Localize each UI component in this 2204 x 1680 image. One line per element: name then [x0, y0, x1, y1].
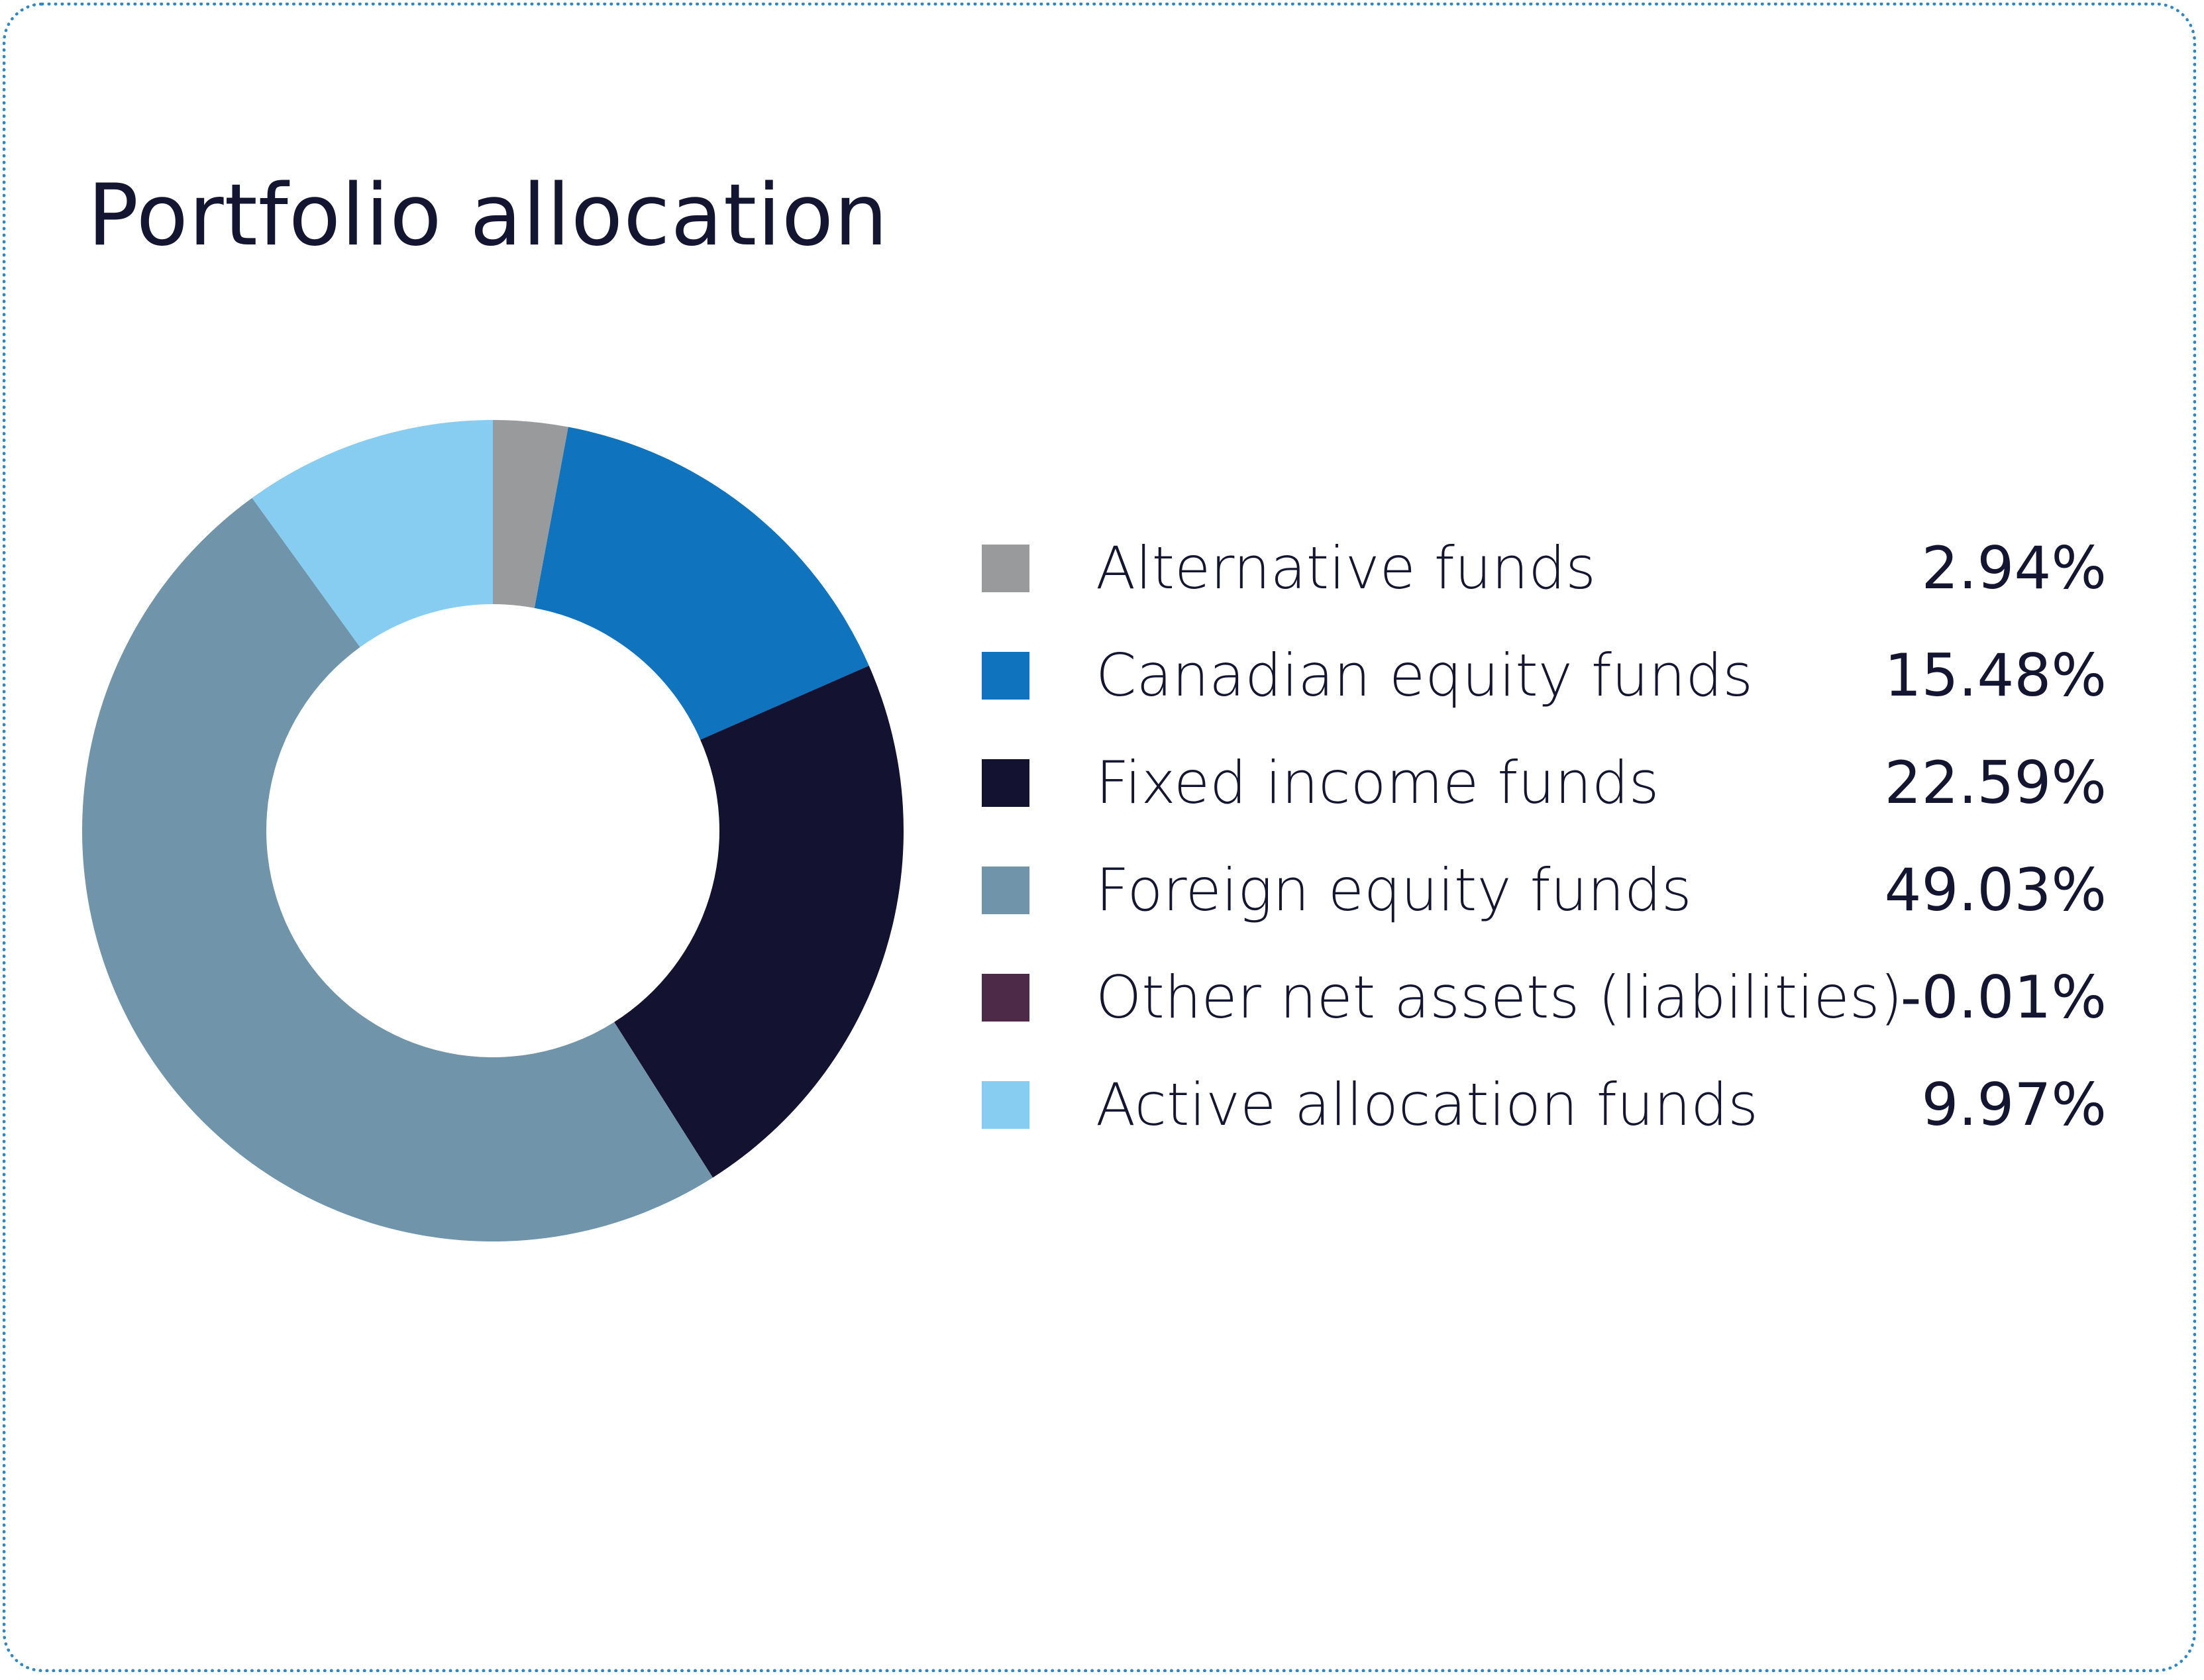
- donut-slice-alternative-funds: [493, 420, 568, 608]
- donut-slice-foreign-equity-funds: [82, 498, 713, 1242]
- chart-title: Portfolio allocation: [87, 166, 889, 265]
- chart-card: [3, 3, 2196, 1672]
- donut-slice-fixed-income-funds: [614, 665, 904, 1178]
- donut-slice-active-allocation-funds: [252, 420, 493, 647]
- donut-slice-canadian-equity-funds: [534, 427, 869, 740]
